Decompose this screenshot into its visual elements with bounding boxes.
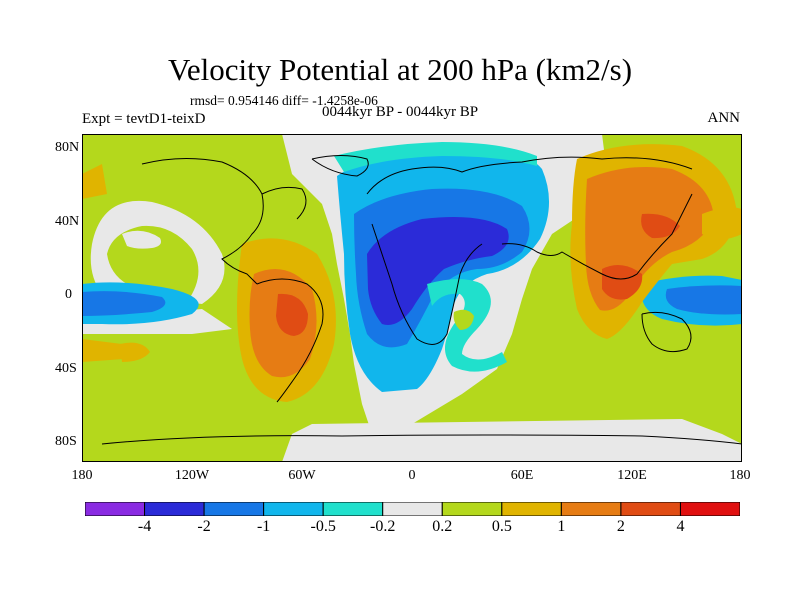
colorbar-swatch	[382, 502, 443, 516]
lon-label-120w: 120W	[174, 468, 210, 483]
positive-south-america-3	[276, 293, 308, 336]
positive-east-asia	[641, 213, 680, 239]
experiment-label: Expt = tevtD1-teixD	[82, 111, 206, 127]
lon-label-180e: 180	[729, 468, 751, 483]
map-frame	[82, 134, 742, 462]
period-label: 0044kyr BP - 0044kyr BP	[322, 104, 479, 120]
plot-title: Velocity Potential at 200 hPa (km2/s)	[167, 52, 633, 87]
colorbar-swatch	[620, 502, 681, 516]
colorbar-swatch	[85, 502, 146, 516]
colorbar-label: 1	[557, 518, 566, 535]
lat-label-40n: 40N	[55, 214, 80, 229]
colorbar-swatch	[322, 502, 384, 516]
negative-africa-cyan-north	[334, 142, 537, 172]
colorbar-label: -1	[256, 518, 271, 535]
lat-label-80n: 80N	[55, 140, 80, 155]
colorbar-label: 0.2	[432, 518, 453, 535]
positive-maritime	[602, 265, 643, 300]
near-zero-south	[282, 419, 742, 462]
negative-east-pacific-strong	[82, 291, 166, 316]
stats-label: rmsd= 0.954146 diff= -1.4258e-06	[190, 93, 378, 108]
positive-pacific-small	[120, 342, 150, 362]
lon-label-120e: 120E	[617, 468, 647, 483]
colorbar-swatch	[263, 502, 324, 516]
negative-africa-strong	[367, 216, 509, 325]
colorbar	[85, 502, 740, 516]
near-zero-pacific-arc	[90, 200, 225, 304]
lat-label-0: 0	[65, 287, 72, 302]
positive-north-pacific-west	[82, 164, 107, 199]
colorbar-swatch	[203, 502, 265, 516]
colorbar-swatch	[560, 502, 622, 516]
colorbar-label: 4	[676, 518, 685, 535]
lon-label-180w: 180	[71, 468, 93, 483]
coastlines	[101, 155, 742, 445]
lon-label-60w: 60W	[288, 468, 316, 483]
small-positive-madagascar	[453, 309, 474, 330]
positive-pacific-west-edge	[82, 339, 124, 362]
negative-west-pacific-strong	[665, 285, 742, 315]
velocity-potential-map	[82, 134, 742, 462]
season-label: ANN	[707, 110, 741, 126]
colorbar-label: 2	[616, 518, 625, 535]
colorbar-swatch	[144, 502, 205, 516]
colorbar-swatch	[501, 502, 562, 516]
colorbar-label: -4	[137, 518, 152, 535]
colorbar-label: -0.2	[370, 518, 396, 535]
colorbar-label: -2	[197, 518, 211, 535]
lon-label-0: 0	[408, 468, 416, 483]
lon-label-60e: 60E	[510, 468, 534, 483]
lat-label-40s: 40S	[55, 361, 77, 376]
colorbar-swatch	[679, 502, 740, 516]
positive-north-pacific-east	[702, 207, 742, 239]
colorbar-label: -0.5	[310, 518, 336, 535]
colorbar-swatch	[441, 502, 503, 516]
near-zero-pacific-spot	[122, 230, 161, 249]
colorbar-label: 0.5	[491, 518, 512, 535]
lat-label-80s: 80S	[55, 434, 77, 449]
